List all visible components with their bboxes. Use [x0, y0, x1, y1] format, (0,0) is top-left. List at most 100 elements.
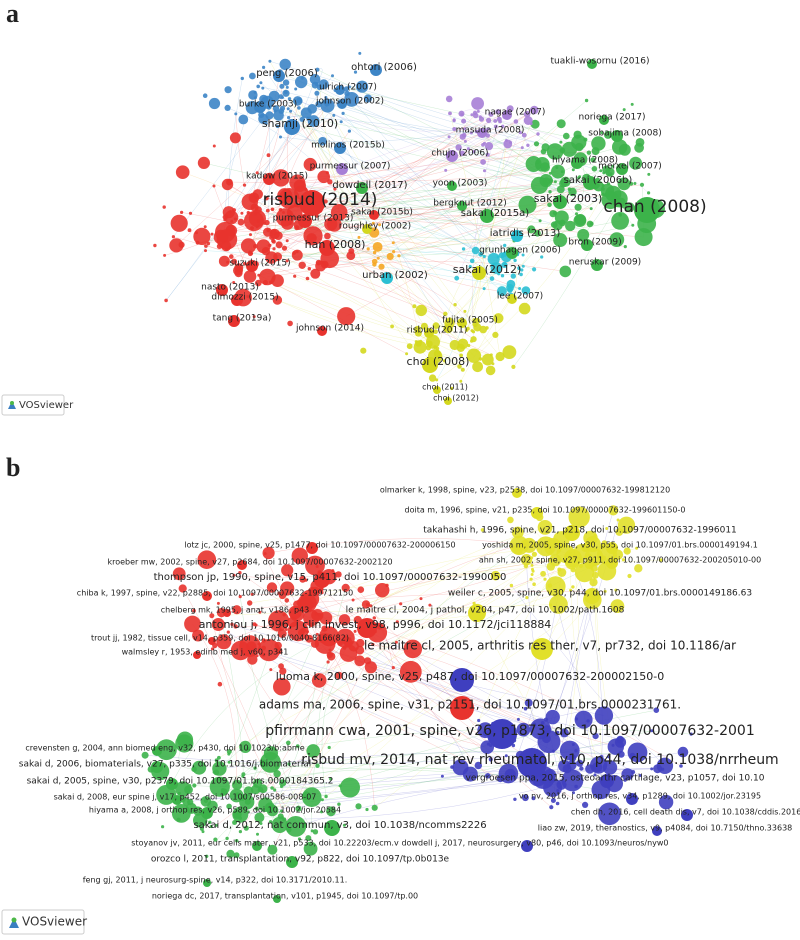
node	[192, 629, 205, 642]
node	[214, 758, 219, 763]
node	[395, 620, 399, 624]
node	[285, 239, 289, 243]
link	[173, 236, 492, 356]
node-label: chelberg mk, 1995, j anat, v186, p43	[161, 606, 310, 615]
node	[547, 583, 553, 588]
node	[512, 488, 522, 498]
node	[217, 681, 223, 687]
node	[297, 837, 302, 841]
node	[507, 294, 517, 304]
node	[250, 592, 254, 596]
node	[371, 642, 375, 647]
node	[212, 184, 216, 188]
node	[356, 182, 368, 194]
node	[606, 557, 618, 569]
node	[480, 528, 485, 532]
node	[208, 97, 221, 110]
node	[489, 276, 495, 281]
node	[553, 233, 568, 247]
link	[211, 615, 309, 839]
node	[372, 616, 376, 620]
node	[535, 160, 540, 165]
node	[478, 116, 485, 122]
node	[460, 367, 465, 372]
node	[624, 202, 635, 213]
node	[262, 546, 275, 560]
node	[443, 311, 448, 316]
node	[268, 820, 273, 824]
node	[520, 554, 533, 566]
node	[621, 768, 634, 781]
node	[513, 258, 517, 263]
node	[197, 550, 217, 569]
node	[513, 797, 517, 801]
node	[188, 211, 193, 215]
node	[474, 317, 481, 324]
node	[559, 219, 566, 227]
node	[496, 255, 500, 259]
node	[224, 86, 232, 94]
node	[468, 604, 486, 622]
node	[258, 797, 273, 812]
node-label: dowdell j, 2017, neurosurgery, v80, p46,…	[401, 839, 668, 848]
node	[324, 232, 331, 240]
node-label: tang (2019a)	[213, 314, 272, 324]
link	[346, 174, 610, 317]
node	[543, 577, 547, 581]
node	[560, 176, 571, 187]
node	[586, 150, 592, 155]
node	[187, 228, 192, 233]
node	[191, 766, 197, 772]
node	[518, 287, 522, 290]
node	[583, 176, 597, 190]
node	[551, 164, 565, 179]
node	[604, 130, 612, 139]
panel-b-label: b	[6, 453, 20, 482]
node	[329, 777, 333, 781]
node	[520, 146, 524, 150]
node	[579, 766, 584, 771]
node	[482, 254, 486, 259]
node	[283, 90, 288, 94]
node	[312, 829, 319, 835]
node	[246, 211, 250, 215]
node	[278, 108, 285, 114]
node	[303, 157, 317, 172]
node-label: peng (2006)	[256, 68, 318, 79]
node	[273, 677, 291, 696]
node-label: tuakli-wosornu (2016)	[550, 57, 649, 67]
node	[568, 551, 572, 556]
node-label: orozco l, 2011, transplantation, v92, p8…	[151, 855, 450, 865]
node	[461, 247, 466, 251]
node-label: risbud (2011)	[407, 326, 468, 336]
node	[372, 242, 383, 252]
node	[472, 150, 476, 154]
node	[433, 329, 438, 335]
node-label: johnson (2014)	[295, 324, 364, 334]
node	[192, 608, 196, 613]
node	[341, 111, 345, 115]
node-label: choi (2011)	[422, 383, 468, 392]
logo-text: VOSviewer	[22, 915, 87, 929]
node	[603, 589, 607, 593]
link	[537, 194, 603, 234]
node	[364, 657, 372, 665]
node	[213, 837, 218, 842]
link	[296, 204, 566, 272]
node	[468, 265, 472, 269]
node	[356, 80, 369, 93]
node	[455, 144, 462, 151]
node	[280, 622, 285, 627]
node-label: weiler c, 2005, spine, v30, p44, doi 10.…	[448, 589, 752, 599]
node	[459, 379, 463, 383]
node	[518, 131, 523, 135]
node	[621, 203, 627, 209]
node	[564, 525, 580, 541]
node	[262, 279, 268, 286]
node	[495, 351, 505, 362]
node-label: liao zw, 2019, theranostics, v9, p4084, …	[538, 824, 793, 833]
node	[284, 119, 300, 135]
node	[507, 516, 514, 524]
node	[582, 801, 589, 809]
node	[574, 214, 587, 226]
